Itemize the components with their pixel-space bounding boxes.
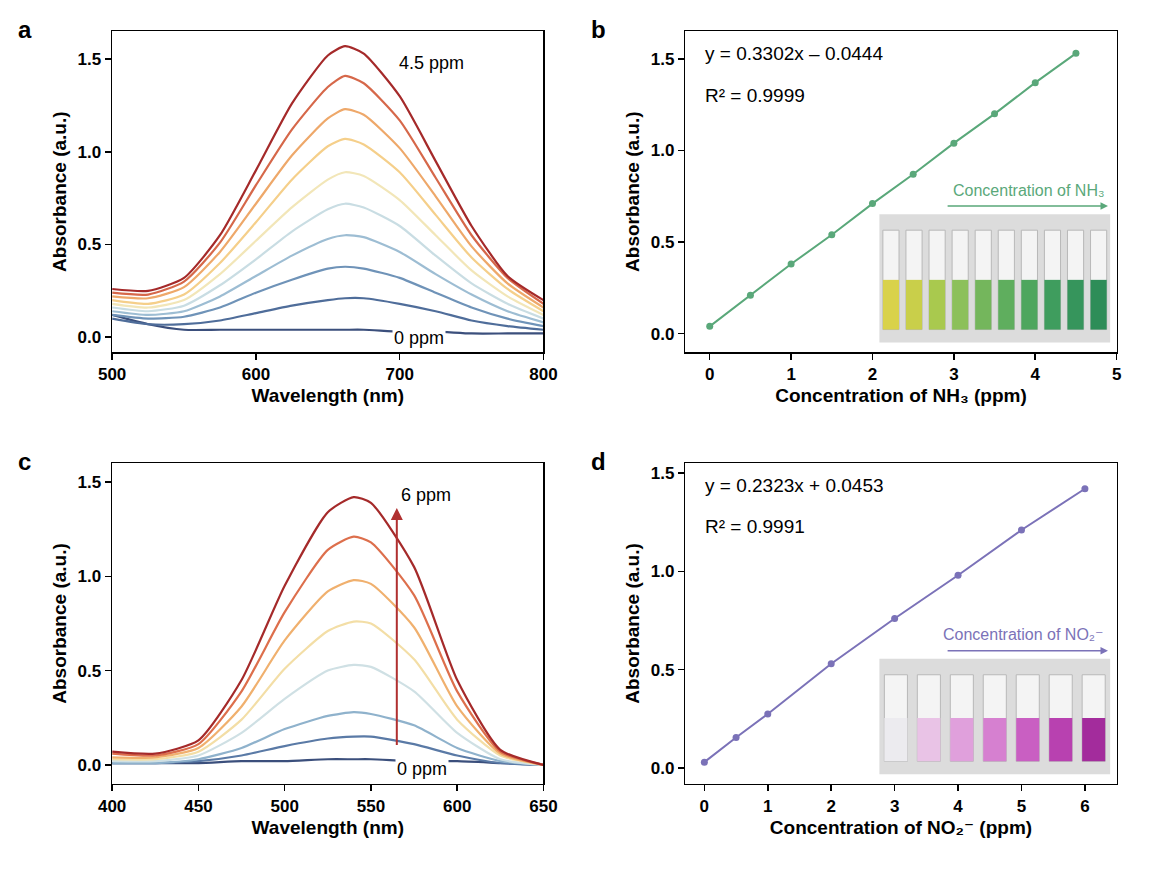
svg-text:0 ppm: 0 ppm [394,328,444,348]
svg-text:2: 2 [826,797,835,816]
svg-text:y = 0.2323x + 0.0453: y = 0.2323x + 0.0453 [705,475,884,496]
svg-text:1.0: 1.0 [78,143,102,162]
svg-text:0.0: 0.0 [651,325,675,344]
svg-text:d: d [591,448,606,475]
svg-text:400: 400 [98,797,126,816]
svg-text:Absorbance (a.u.): Absorbance (a.u.) [622,111,643,271]
svg-text:Absorbance (a.u.): Absorbance (a.u.) [49,111,70,271]
svg-text:a: a [18,16,32,43]
svg-text:Concentration of NO₂⁻: Concentration of NO₂⁻ [943,626,1104,643]
svg-text:R² = 0.9999: R² = 0.9999 [705,85,805,106]
svg-text:Wavelength (nm): Wavelength (nm) [252,385,404,406]
svg-text:0: 0 [700,797,709,816]
svg-text:1: 1 [786,365,795,384]
svg-text:Concentration of NO₂⁻ (ppm): Concentration of NO₂⁻ (ppm) [770,817,1032,838]
svg-text:0.5: 0.5 [651,233,675,252]
svg-text:0.0: 0.0 [651,759,675,778]
svg-text:550: 550 [357,797,385,816]
svg-text:Concentration of NH₃ (ppm): Concentration of NH₃ (ppm) [775,385,1027,406]
svg-text:600: 600 [443,797,471,816]
svg-text:1.5: 1.5 [651,50,675,69]
svg-text:1.5: 1.5 [78,473,102,492]
svg-text:3: 3 [890,797,899,816]
svg-text:1: 1 [763,797,772,816]
svg-text:Concentration of NH₃: Concentration of NH₃ [953,182,1104,199]
svg-text:5: 5 [1112,365,1121,384]
svg-text:b: b [591,16,606,43]
svg-text:650: 650 [529,797,557,816]
svg-text:1.0: 1.0 [651,141,675,160]
svg-text:4.5 ppm: 4.5 ppm [399,53,464,73]
svg-text:0.5: 0.5 [651,661,675,680]
svg-text:1.5: 1.5 [651,464,675,483]
svg-text:0: 0 [705,365,714,384]
svg-text:600: 600 [242,365,270,384]
svg-text:1.0: 1.0 [78,567,102,586]
svg-text:1.5: 1.5 [78,50,102,69]
svg-text:3: 3 [949,365,958,384]
svg-text:450: 450 [184,797,212,816]
svg-text:Absorbance (a.u.): Absorbance (a.u.) [49,543,70,703]
svg-text:2: 2 [868,365,877,384]
svg-text:6 ppm: 6 ppm [401,485,451,505]
svg-text:0.5: 0.5 [78,235,102,254]
svg-text:0.0: 0.0 [78,328,102,347]
svg-text:500: 500 [270,797,298,816]
svg-text:0 ppm: 0 ppm [397,759,447,779]
svg-text:c: c [18,448,31,475]
svg-text:700: 700 [385,365,413,384]
svg-text:800: 800 [529,365,557,384]
svg-text:Wavelength (nm): Wavelength (nm) [252,817,404,838]
svg-text:4: 4 [1031,365,1041,384]
svg-text:4: 4 [953,797,963,816]
svg-text:0.0: 0.0 [78,756,102,775]
svg-text:Absorbance (a.u.): Absorbance (a.u.) [622,543,643,703]
svg-text:y = 0.3302x – 0.0444: y = 0.3302x – 0.0444 [705,43,883,64]
svg-text:500: 500 [98,365,126,384]
svg-text:6: 6 [1080,797,1089,816]
svg-text:1.0: 1.0 [651,562,675,581]
svg-text:5: 5 [1017,797,1026,816]
svg-text:R² = 0.9991: R² = 0.9991 [705,516,805,537]
svg-text:0.5: 0.5 [78,662,102,681]
